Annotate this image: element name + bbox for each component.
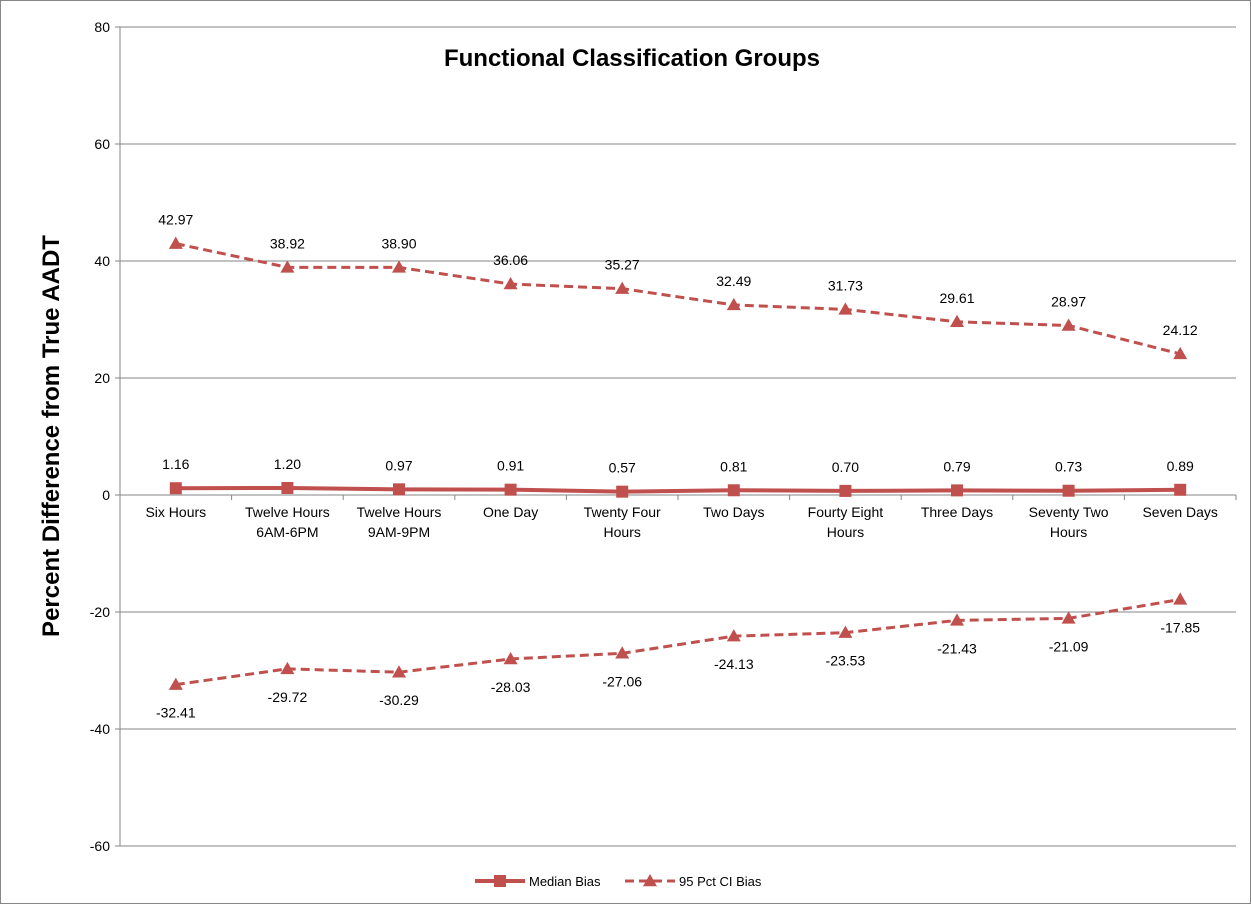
marker-square — [1062, 484, 1075, 497]
marker-triangle — [1061, 318, 1076, 331]
x-tick-label: Three Days — [921, 504, 993, 520]
data-label: -28.03 — [491, 679, 531, 695]
data-label: 35.27 — [605, 257, 640, 273]
marker-square — [727, 484, 740, 497]
legend-label: 95 Pct CI Bias — [679, 874, 762, 889]
marker-square — [616, 485, 629, 498]
data-label: 31.73 — [828, 277, 863, 293]
data-label: 0.89 — [1167, 458, 1194, 474]
marker-square — [169, 482, 182, 495]
marker-square — [494, 875, 506, 887]
data-label: -29.72 — [268, 689, 308, 705]
data-label: 0.79 — [943, 458, 970, 474]
data-label: 0.91 — [497, 458, 524, 474]
marker-triangle — [950, 613, 964, 626]
y-tick-label: 40 — [94, 253, 110, 269]
x-tick-label: Hours — [604, 524, 641, 540]
axis-layer: -60 -40 -20 0 20 40 60 80 Six Hours Twelve Hours 6… — [90, 19, 1237, 854]
data-label: 1.20 — [274, 456, 301, 472]
data-label: -21.43 — [937, 640, 977, 656]
data-label: 32.49 — [716, 273, 751, 289]
data-label: -23.53 — [826, 653, 866, 669]
x-tick-label: Twenty Four — [584, 504, 661, 520]
marker-triangle — [950, 314, 964, 328]
data-label: 0.70 — [832, 459, 859, 475]
label-layer: 1.16 1.20 0.97 0.91 0.57 0.81 0.70 0.79 0.73 0.89… — [156, 212, 1200, 721]
marker-square — [281, 481, 294, 494]
marker-triangle — [1173, 346, 1188, 360]
marker-triangle — [838, 625, 853, 638]
x-tick-label: 6AM-6PM — [256, 524, 318, 540]
grid-layer — [120, 26, 1236, 847]
data-label: 1.16 — [162, 456, 189, 472]
x-tick-label: Six Hours — [145, 504, 206, 520]
marker-triangle — [168, 677, 183, 690]
y-tick-label: -20 — [90, 604, 110, 620]
data-label: 38.90 — [381, 235, 416, 251]
data-label: -21.09 — [1049, 638, 1089, 654]
x-tick-label: Hours — [827, 524, 864, 540]
y-tick-label: 60 — [94, 136, 110, 152]
data-label: -24.13 — [714, 656, 754, 672]
marker-triangle — [1061, 611, 1076, 624]
data-label: 36.06 — [493, 252, 528, 268]
data-label: 0.73 — [1055, 459, 1082, 475]
data-label: 38.92 — [270, 235, 305, 251]
series-line — [175, 597, 1181, 687]
data-label: -32.41 — [156, 705, 196, 721]
marker-triangle — [838, 302, 853, 315]
marker-triangle — [168, 236, 183, 249]
x-tick-label: Twelve Hours — [245, 504, 330, 520]
x-tick-label: Hours — [1050, 524, 1087, 540]
data-label: 28.97 — [1051, 294, 1086, 310]
marker-square — [839, 484, 852, 497]
marker-triangle — [1173, 592, 1188, 605]
data-label: -17.85 — [1160, 619, 1200, 635]
x-tick-label: Twelve Hours — [357, 504, 442, 520]
marker-triangle — [392, 260, 406, 273]
marker-triangle — [503, 651, 518, 665]
data-label: 0.97 — [385, 457, 412, 473]
x-tick-label: 9AM-9PM — [368, 524, 430, 540]
marker-square — [951, 484, 963, 497]
data-label: 42.97 — [158, 212, 193, 228]
data-label: 0.57 — [609, 460, 636, 476]
y-tick-label: -40 — [90, 721, 110, 737]
x-tick-label: Seventy Two — [1029, 504, 1109, 520]
marker-triangle — [280, 661, 295, 675]
marker-triangle — [392, 665, 406, 678]
chart-title: Functional Classification Groups — [444, 45, 820, 72]
marker-square — [504, 483, 517, 496]
data-label: 0.81 — [720, 458, 747, 474]
marker-triangle — [643, 874, 657, 887]
marker-triangle — [615, 281, 630, 294]
series-line — [175, 242, 1181, 356]
x-tick-label: Two Days — [703, 504, 764, 520]
marker-triangle — [726, 629, 741, 642]
y-tick-label: 20 — [94, 370, 110, 386]
data-label: 29.61 — [939, 290, 974, 306]
marker-square — [393, 483, 405, 496]
y-tick-label: 0 — [102, 487, 110, 503]
x-tick-label: One Day — [483, 504, 538, 520]
data-label: -30.29 — [379, 692, 419, 708]
y-tick-label: 80 — [94, 19, 110, 35]
data-label: 24.12 — [1163, 322, 1198, 338]
y-tick-label: -60 — [90, 838, 110, 854]
legend: Median Bias 95 Pct CI Bias — [475, 874, 762, 889]
data-label: -27.06 — [602, 673, 642, 689]
marker-triangle — [615, 646, 630, 659]
y-axis-title: Percent Difference from True AADT — [38, 235, 65, 637]
legend-label: Median Bias — [529, 874, 601, 889]
marker-triangle — [726, 297, 741, 311]
marker-square — [1174, 483, 1187, 496]
x-tick-label: Fourty Eight — [808, 504, 884, 520]
series-line — [175, 485, 1181, 494]
x-tick-label: Seven Days — [1142, 504, 1217, 520]
marker-triangle — [280, 260, 295, 273]
marker-triangle — [503, 277, 518, 290]
series-layer — [168, 236, 1188, 690]
